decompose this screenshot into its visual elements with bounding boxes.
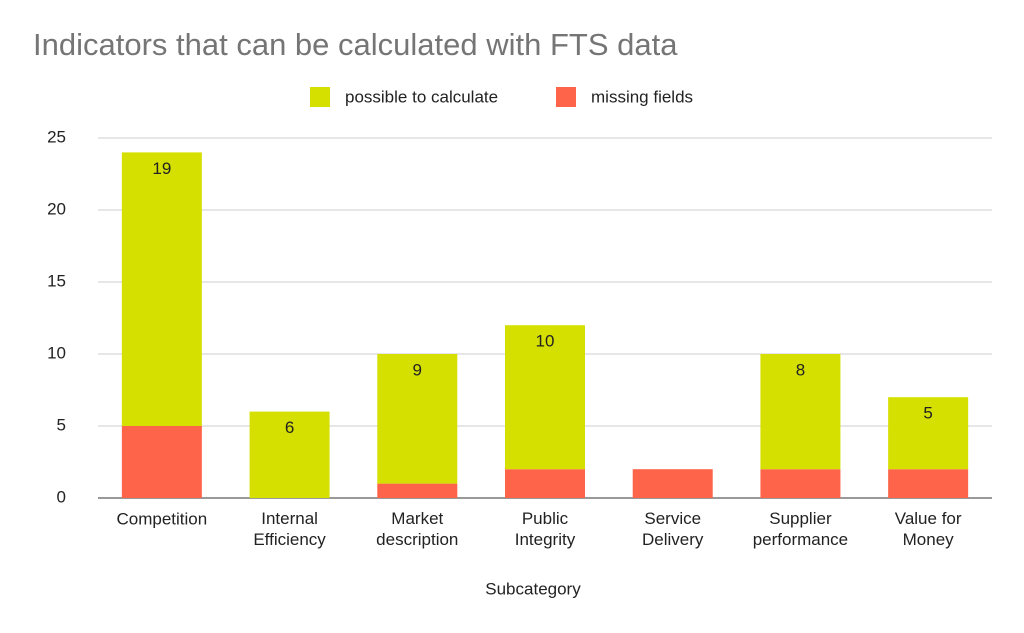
x-tick-label: Internal Efficiency [253,509,326,549]
y-tick-label: 20 [47,199,66,218]
x-tick-label: Value for Money [895,509,962,549]
bar-segment [632,469,713,498]
y-tick-label: 15 [47,271,66,290]
bar-segment [121,152,202,426]
legend-label: possible to calculate [345,87,498,106]
data-label: 6 [285,418,294,437]
x-tick-label: Competition [116,509,207,528]
bar-segment [377,483,458,498]
chart-title: Indicators that can be calculated with F… [33,27,678,62]
x-tick-label: Service Delivery [642,509,704,549]
bar-segment [377,354,458,484]
bar-segment [760,469,841,498]
bar-segment [505,469,585,498]
data-label: 9 [413,360,422,379]
x-axis-title: Subcategory [485,579,581,598]
bar-segment [888,469,969,498]
y-tick-label: 10 [47,343,66,362]
data-label: 5 [923,404,932,423]
legend-swatch [310,87,330,107]
x-tick-label: Supplier performance [753,509,848,549]
y-tick-label: 25 [47,127,66,146]
x-tick-label: Public Integrity [515,509,576,549]
data-label: 10 [536,332,555,351]
data-label: 8 [796,360,805,379]
bar-segment [249,411,330,498]
y-tick-label: 0 [57,487,66,506]
y-tick-label: 5 [57,415,66,434]
bar-segment [505,325,585,470]
legend-label: missing fields [591,87,693,106]
x-tick-label: Market description [376,509,458,549]
data-label: 19 [152,159,171,178]
bar-segment [121,426,202,498]
legend-swatch [556,87,576,107]
bar-segment [760,354,841,470]
bar-segment [888,397,969,470]
